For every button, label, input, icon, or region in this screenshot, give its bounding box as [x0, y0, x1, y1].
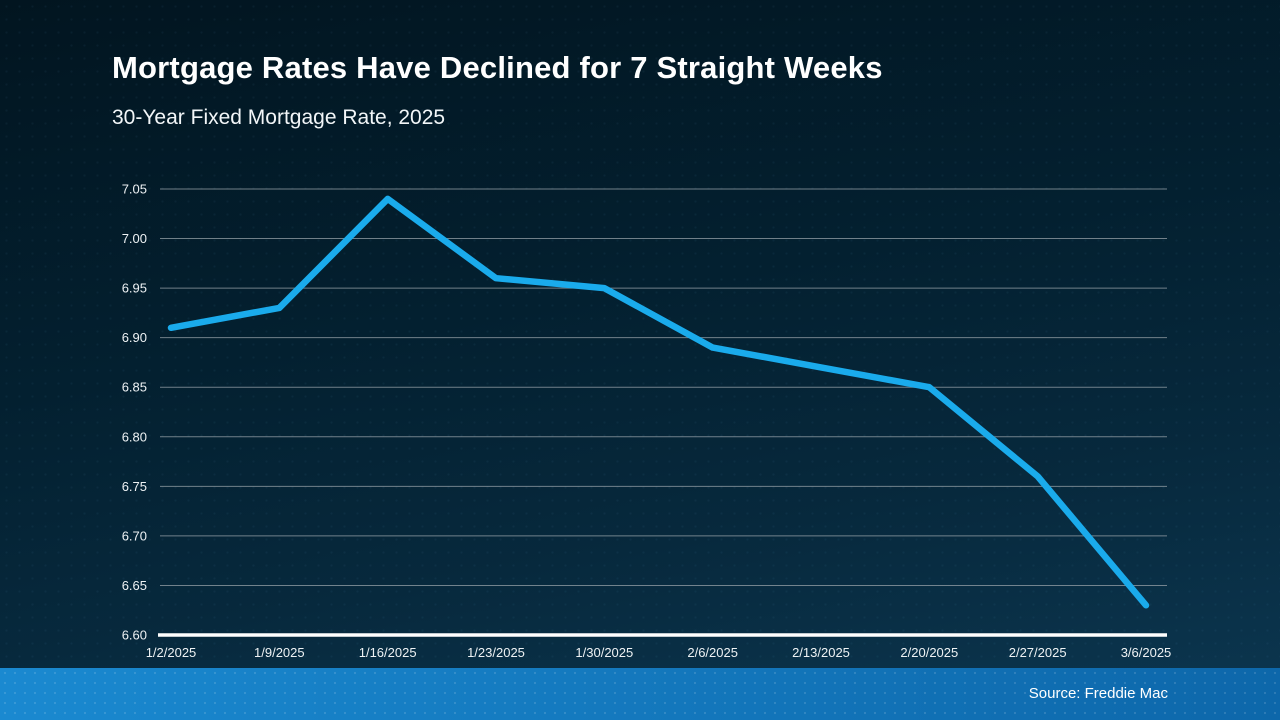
x-axis-tick-label: 2/20/2025: [900, 645, 958, 660]
rate-line: [167, 195, 1150, 609]
x-axis-tick-label: 2/13/2025: [792, 645, 850, 660]
y-axis-tick-label: 6.80: [122, 429, 147, 444]
chart-subtitle: 30-Year Fixed Mortgage Rate, 2025: [112, 106, 446, 129]
y-axis-tick-label: 6.60: [122, 628, 147, 643]
y-axis-tick-label: 6.85: [122, 380, 147, 395]
y-axis-tick-label: 6.75: [122, 479, 147, 494]
x-axis-tick-label: 1/23/2025: [467, 645, 525, 660]
source-credit: Source: Freddie Mac: [1028, 685, 1168, 702]
footer-band: Source: Freddie Mac: [0, 668, 1280, 720]
x-axis-tick-label: 1/2/2025: [146, 645, 197, 660]
x-axis-tick-label: 1/16/2025: [359, 645, 417, 660]
x-axis-tick-label: 2/6/2025: [687, 645, 738, 660]
y-axis-tick-label: 6.70: [122, 528, 147, 543]
chart-header: Mortgage Rates Have Declined for 7 Strai…: [112, 50, 1168, 130]
x-axis-tick-label: 3/6/2025: [1121, 645, 1172, 660]
chart-title: Mortgage Rates Have Declined for 7 Strai…: [112, 50, 883, 85]
x-axis-tick-label: 1/30/2025: [575, 645, 633, 660]
x-axis-tick-label: 2/27/2025: [1009, 645, 1067, 660]
x-axis-tick-label: 1/9/2025: [254, 645, 305, 660]
y-axis-tick-label: 7.05: [122, 182, 147, 197]
y-axis-tick-label: 6.95: [122, 281, 147, 296]
y-axis-tick-label: 6.90: [122, 330, 147, 345]
y-axis-tick-label: 6.65: [122, 578, 147, 593]
y-axis-tick-label: 7.00: [122, 231, 147, 246]
